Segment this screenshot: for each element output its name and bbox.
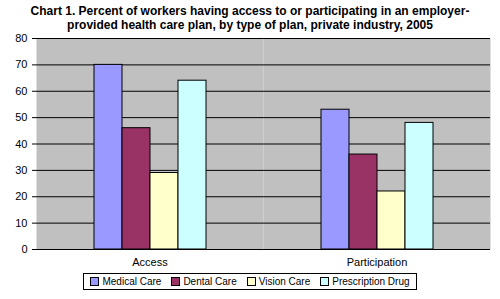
svg-text:60: 60 [15, 85, 27, 97]
html-text:Medical Care: Medical Care [102, 276, 162, 287]
html-text:Prescription Drug: Prescription Drug [332, 276, 410, 287]
svg-text:20: 20 [15, 190, 27, 202]
svg-text:80: 80 [15, 32, 27, 44]
html-text:Chart 1. Percent of workers ha: Chart 1. Percent of workers having acces… [30, 4, 470, 32]
svg-text:Access: Access [132, 256, 168, 268]
html-text:Dental Care: Dental Care [183, 276, 237, 287]
svg-text:0: 0 [21, 243, 27, 255]
svg-text:50: 50 [15, 111, 27, 123]
svg-text:30: 30 [15, 164, 27, 176]
html-text:Vision Care: Vision Care [258, 276, 311, 287]
svg-text:70: 70 [15, 58, 27, 70]
svg-text:Participation: Participation [347, 256, 408, 268]
svg-text:40: 40 [15, 138, 27, 150]
svg-text:10: 10 [15, 217, 27, 229]
